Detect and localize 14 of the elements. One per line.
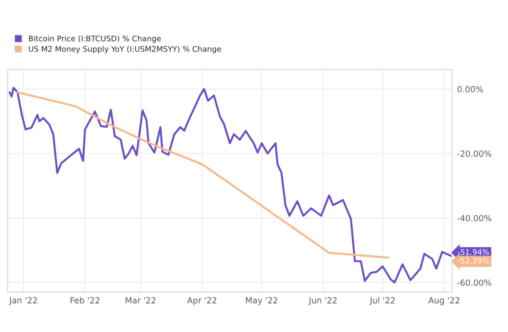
x-tick-label: Feb '22 <box>70 297 100 304</box>
x-tick-label: Jul '22 <box>369 297 395 306</box>
y-tick-label: -40.00% <box>457 214 492 222</box>
x-tick-label: Aug '22 <box>428 297 460 306</box>
x-tick-label: Jan '22 <box>8 297 37 306</box>
y-tick-label: 0.00% <box>458 86 483 92</box>
x-tick-label: May '22 <box>246 297 278 306</box>
x-tick-label: Apr '22 <box>187 297 216 306</box>
x-tick-label: Mar '22 <box>126 297 156 304</box>
y-tick-label: -60.00% <box>457 279 492 286</box>
x-tick-label: Jun '22 <box>308 297 337 306</box>
line-series <box>8 86 452 284</box>
y-tick-label: -20.00% <box>457 150 492 157</box>
line-series <box>16 91 390 259</box>
